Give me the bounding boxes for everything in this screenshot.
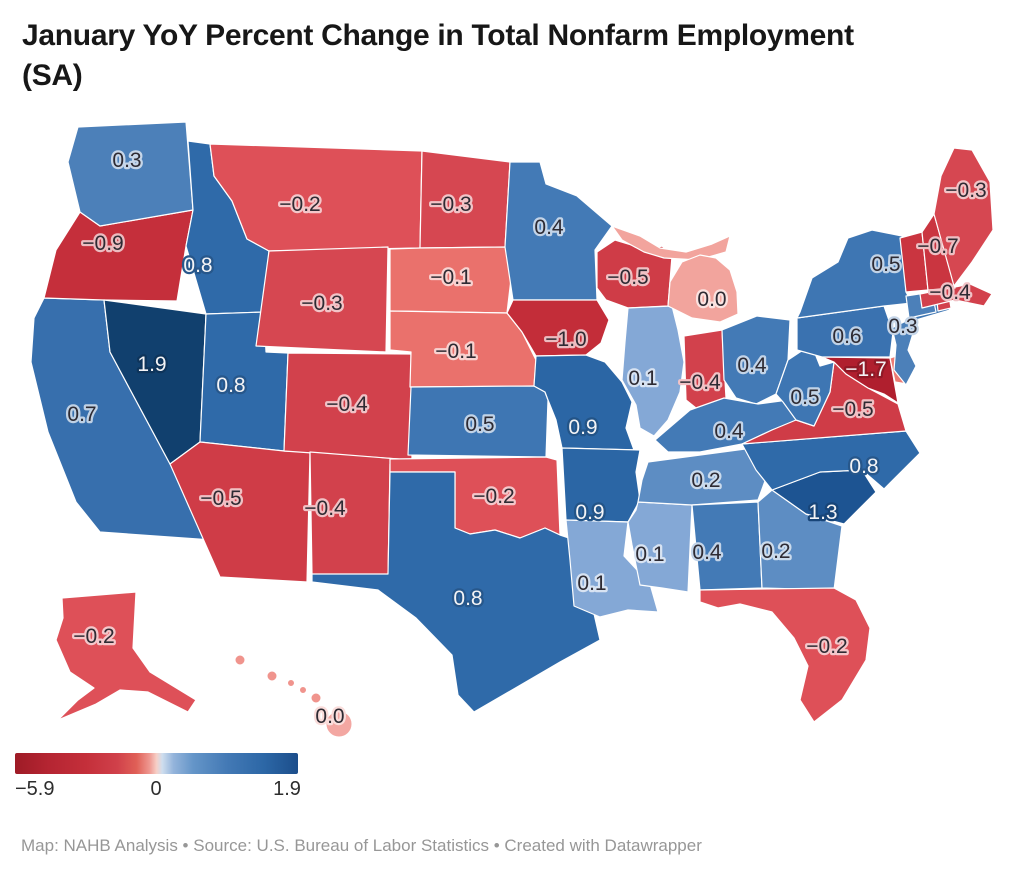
state-hi-island[interactable] [287, 679, 295, 687]
state-hi-island[interactable] [299, 686, 307, 694]
state-ar[interactable] [561, 447, 641, 523]
state-hi-island[interactable] [325, 710, 353, 738]
state-ny[interactable] [796, 229, 913, 319]
state-fl[interactable] [699, 587, 871, 723]
state-ks[interactable] [407, 385, 549, 458]
page-title-line2: (SA) [22, 59, 83, 92]
state-hi-island[interactable] [310, 692, 322, 704]
state-mn[interactable] [504, 161, 613, 301]
color-scale-legend: −5.9 0 1.9 [15, 753, 301, 804]
state-me[interactable] [933, 147, 994, 287]
state-nj[interactable] [891, 319, 917, 386]
state-al[interactable] [691, 501, 763, 591]
legend-tick-labels: −5.9 0 1.9 [15, 778, 301, 804]
state-tx[interactable] [311, 471, 601, 713]
state-mi[interactable] [611, 225, 731, 261]
attribution-footer: Map: NAHB Analysis • Source: U.S. Bureau… [21, 836, 702, 855]
state-co[interactable] [283, 352, 413, 461]
state-wy[interactable] [255, 246, 389, 353]
state-ma[interactable] [919, 283, 993, 309]
state-hi-island[interactable] [266, 670, 278, 682]
state-nd[interactable] [419, 150, 511, 249]
state-nc[interactable] [741, 430, 921, 491]
legend-gradient-bar [15, 753, 298, 774]
state-la[interactable] [565, 519, 659, 618]
page-title: January YoY Percent Change in Total Nonf… [22, 16, 854, 96]
state-sd[interactable] [389, 246, 514, 314]
state-ak[interactable] [55, 591, 197, 721]
state-az[interactable] [169, 441, 311, 583]
page-title-line1: January YoY Percent Change in Total Nonf… [22, 19, 854, 52]
state-nh[interactable] [921, 213, 956, 291]
legend-min-label: −5.9 [15, 778, 55, 800]
state-hi-island[interactable] [234, 654, 246, 666]
state-ms[interactable] [627, 501, 693, 593]
legend-zero-label: 0 [150, 778, 162, 800]
state-wa[interactable] [67, 121, 194, 227]
state-il[interactable] [621, 305, 685, 437]
state-or[interactable] [43, 209, 194, 302]
state-mo[interactable] [533, 354, 635, 451]
state-mi[interactable] [667, 254, 739, 323]
legend-max-label: 1.9 [273, 778, 301, 800]
